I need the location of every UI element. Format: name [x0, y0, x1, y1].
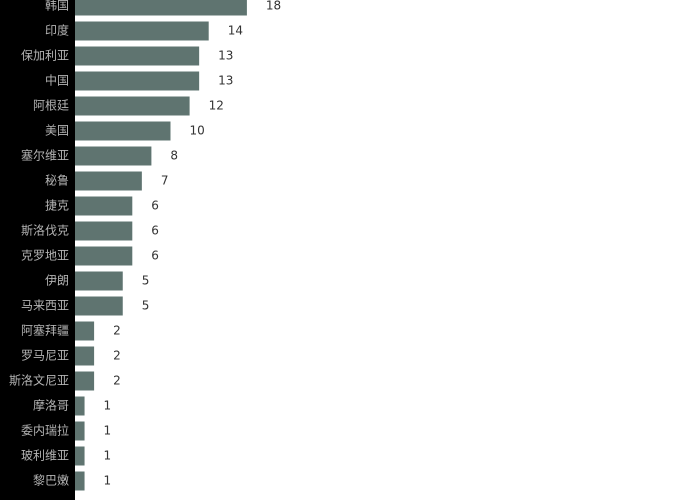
- category-label-5: 美国: [45, 124, 69, 138]
- value-label-16: 1: [104, 399, 112, 413]
- category-label-18: 玻利维亚: [21, 449, 69, 463]
- category-label-9: 斯洛伐克: [21, 223, 69, 238]
- bar-9: [75, 221, 133, 241]
- category-label-8: 捷克: [45, 199, 69, 213]
- bar-1: [75, 21, 209, 41]
- bar-0: [75, 0, 247, 16]
- category-label-1: 印度: [45, 23, 69, 38]
- value-label-8: 6: [151, 199, 159, 213]
- bar-10: [75, 246, 133, 266]
- category-label-10: 克罗地亚: [21, 249, 69, 263]
- value-label-0: 18: [266, 0, 281, 13]
- category-label-12: 马来西亚: [21, 299, 69, 313]
- bar-2: [75, 46, 200, 66]
- bar-16: [75, 396, 85, 416]
- category-label-0: 韩国: [45, 0, 69, 13]
- category-label-2: 保加利亚: [21, 49, 69, 63]
- value-label-5: 10: [190, 124, 205, 138]
- bar-14: [75, 346, 95, 366]
- value-label-14: 2: [113, 349, 121, 363]
- value-label-6: 8: [170, 149, 178, 163]
- bar-3: [75, 71, 200, 91]
- category-label-16: 摩洛哥: [33, 398, 69, 413]
- bar-19: [75, 471, 85, 491]
- bar-11: [75, 271, 123, 291]
- bar-13: [75, 321, 95, 341]
- value-label-3: 13: [218, 74, 233, 88]
- category-label-6: 塞尔维亚: [21, 148, 69, 163]
- category-label-13: 阿塞拜疆: [21, 323, 69, 338]
- value-label-12: 5: [142, 299, 150, 313]
- category-label-4: 阿根廷: [33, 99, 69, 113]
- bar-15: [75, 371, 95, 391]
- bar-18: [75, 446, 85, 466]
- value-label-11: 5: [142, 274, 150, 288]
- category-label-11: 伊朗: [45, 274, 69, 288]
- bar-5: [75, 121, 171, 141]
- bar-17: [75, 421, 85, 441]
- bar-7: [75, 171, 142, 191]
- category-label-15: 斯洛文尼亚: [9, 373, 69, 388]
- value-label-2: 13: [218, 49, 233, 63]
- category-label-panel: [0, 0, 75, 500]
- value-label-4: 12: [209, 99, 224, 113]
- bar-6: [75, 146, 152, 166]
- value-label-17: 1: [104, 424, 112, 438]
- category-label-14: 罗马尼亚: [21, 349, 69, 363]
- bar-8: [75, 196, 133, 216]
- value-label-7: 7: [161, 174, 169, 188]
- value-label-10: 6: [151, 249, 159, 263]
- category-label-19: 黎巴嫩: [33, 474, 69, 488]
- bar-12: [75, 296, 123, 316]
- value-label-13: 2: [113, 324, 121, 338]
- value-label-18: 1: [104, 449, 112, 463]
- category-label-17: 委内瑞拉: [21, 423, 69, 438]
- value-label-19: 1: [104, 474, 112, 488]
- category-label-3: 中国: [45, 73, 69, 88]
- value-label-9: 6: [151, 224, 159, 238]
- category-label-7: 秘鲁: [45, 174, 69, 188]
- value-label-1: 14: [228, 24, 243, 38]
- value-label-15: 2: [113, 374, 121, 388]
- bar-4: [75, 96, 190, 116]
